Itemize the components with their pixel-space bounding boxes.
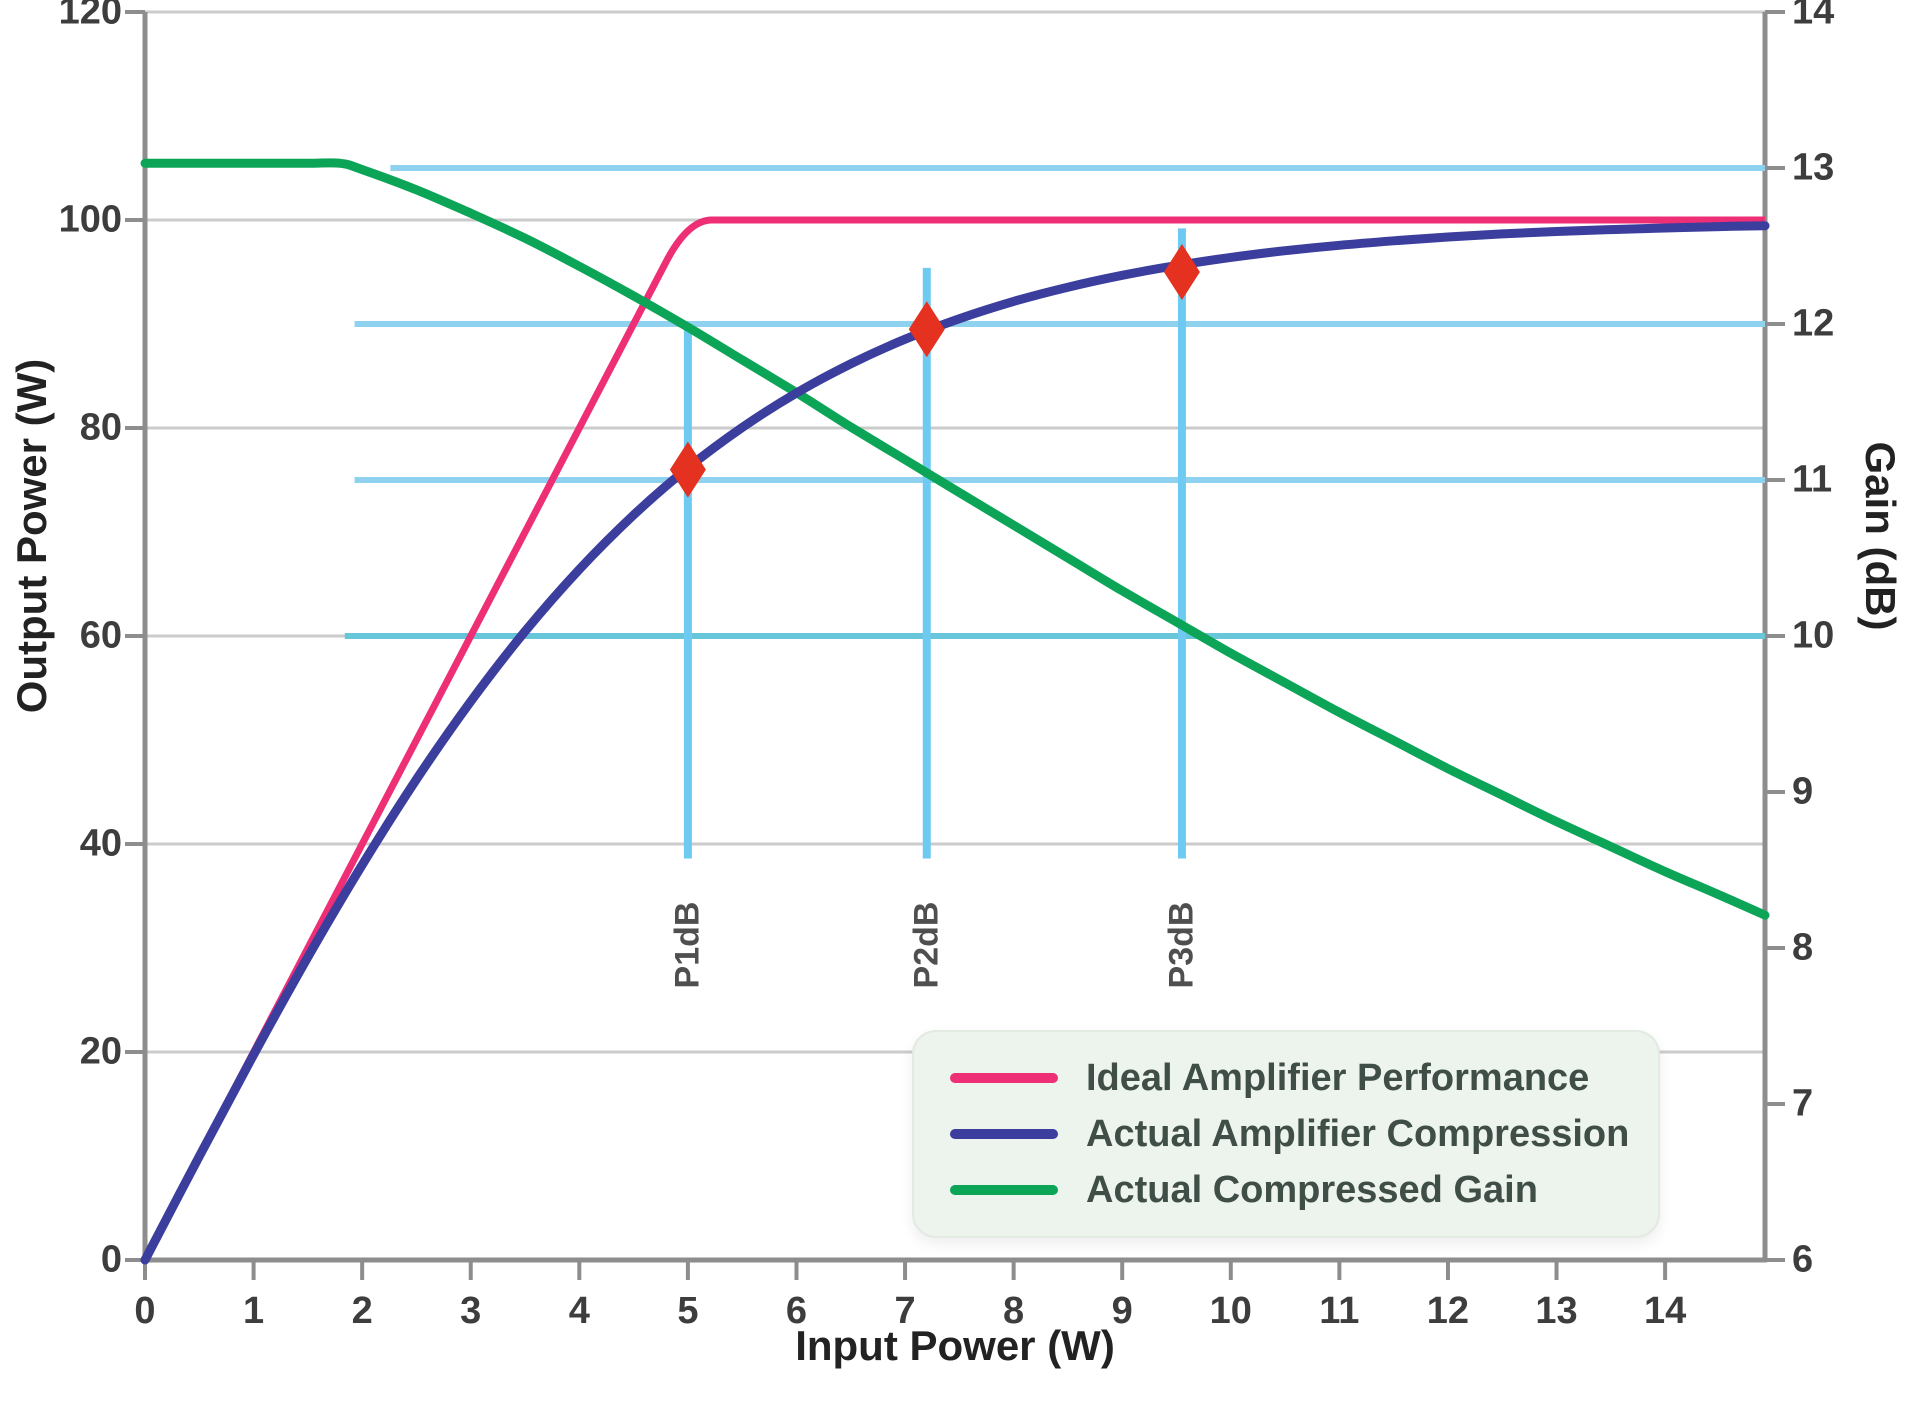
y-axis-right-title: Gain (dB): [1857, 441, 1904, 631]
y-left-tick-label-120: 120: [58, 0, 122, 33]
x-tick-label-12: 12: [1426, 1290, 1470, 1332]
legend-row-2: Actual Amplifier Compression: [950, 1113, 1629, 1156]
y-left-tick-label-0: 0: [100, 1238, 122, 1281]
x-tick-label-6: 6: [785, 1290, 808, 1332]
y-right-tick-label-11: 11: [1792, 458, 1833, 501]
y-right-tick-label-6: 6: [1792, 1238, 1814, 1281]
y-left-tick-label-100: 100: [58, 198, 122, 241]
legend-label-1: Ideal Amplifier Performance: [1086, 1056, 1590, 1099]
legend-row-3: Actual Compressed Gain: [950, 1169, 1622, 1212]
x-tick-label-4: 4: [568, 1290, 590, 1332]
y-left-tick-label-80: 80: [79, 406, 122, 449]
legend-swatch-2: [950, 1129, 1058, 1139]
legend-swatch-1: [950, 1073, 1058, 1083]
x-tick-label-11: 11: [1319, 1290, 1360, 1332]
y-right-tick-label-7: 7: [1792, 1082, 1814, 1125]
y-right-tick-label-13: 13: [1792, 146, 1835, 189]
legend-swatch-3: [950, 1185, 1058, 1195]
series-actual-amplifier-compression: [140, 221, 1770, 1265]
marker-label-P3dB: P3dB: [1162, 901, 1201, 989]
x-tick-label-0: 0: [134, 1290, 156, 1332]
x-tick-label-5: 5: [677, 1290, 699, 1332]
legend-label-2: Actual Amplifier Compression: [1086, 1112, 1630, 1155]
y-right-tick-label-10: 10: [1792, 614, 1835, 657]
x-tick-label-1: 1: [243, 1290, 265, 1332]
x-tick-label-8: 8: [1003, 1290, 1025, 1332]
x-tick-label-2: 2: [351, 1290, 373, 1332]
x-tick-label-9: 9: [1111, 1290, 1133, 1332]
legend-label-3: Actual Compressed Gain: [1086, 1168, 1538, 1211]
x-axis-title: Input Power (W): [795, 1322, 1115, 1369]
y-left-tick-label-60: 60: [79, 614, 122, 657]
y-left-tick-label-20: 20: [79, 1030, 122, 1073]
legend: Ideal Amplifier Performance Actual Amplif…: [912, 1030, 1660, 1238]
x-tick-label-7: 7: [894, 1290, 916, 1332]
marker-P2dB: [908, 301, 945, 358]
marker-label-P2dB: P2dB: [907, 901, 946, 989]
y-right-tick-label-8: 8: [1792, 926, 1814, 969]
series-actual-compressed-gain: [140, 158, 1770, 920]
x-tick-label-3: 3: [460, 1290, 482, 1332]
legend-row-1: Ideal Amplifier Performance: [950, 1057, 1622, 1100]
marker-P3dB: [1163, 244, 1200, 300]
x-tick-label-10: 10: [1209, 1290, 1252, 1332]
series-ideal-amplifier-performance: [141, 216, 1765, 1262]
y-right-tick-label-14: 14: [1792, 0, 1835, 33]
marker-P1dB: [669, 441, 706, 498]
y-left-tick-label-40: 40: [79, 822, 122, 865]
x-tick-label-13: 13: [1535, 1290, 1578, 1332]
y-right-tick-label-9: 9: [1792, 770, 1814, 813]
x-tick-label-14: 14: [1643, 1290, 1687, 1332]
y-right-tick-label-12: 12: [1792, 302, 1835, 345]
marker-label-P1dB: P1dB: [668, 901, 707, 989]
